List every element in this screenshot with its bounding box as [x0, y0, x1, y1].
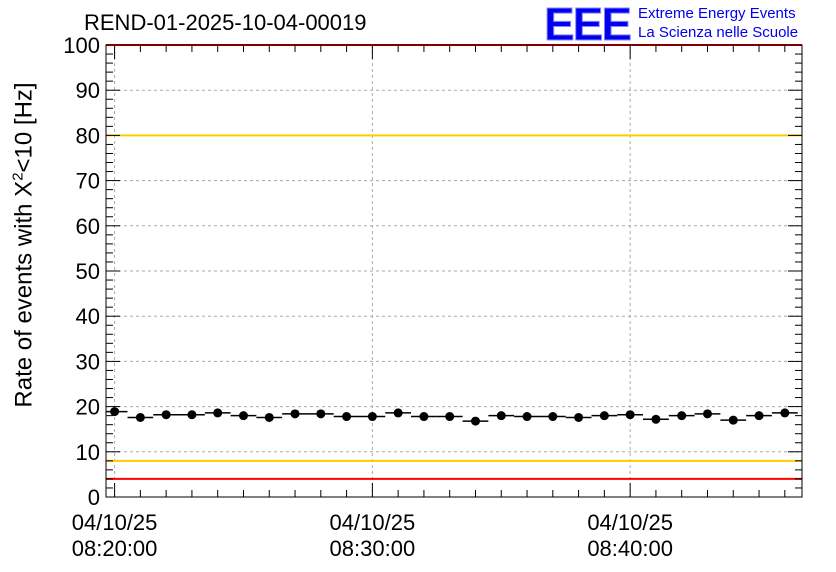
logo-line-1: Extreme Energy Events [638, 5, 796, 22]
eee-logo-letters: EEE [544, 2, 630, 46]
x-tick-label-time: 08:20:00 [72, 536, 158, 561]
data-point [393, 408, 403, 418]
y-tick-label: 30 [76, 349, 100, 374]
data-point [702, 409, 712, 419]
data-point [110, 407, 120, 417]
y-tick-label: 40 [76, 304, 100, 329]
x-tick-label-date: 04/10/25 [330, 510, 416, 535]
x-tick-label-time: 08:40:00 [587, 536, 673, 561]
data-point [445, 412, 455, 422]
data-point [264, 412, 274, 422]
data-point [161, 410, 171, 420]
y-tick-label: 0 [88, 485, 100, 510]
eee-logo: EEE [544, 2, 633, 46]
y-tick-label: 80 [76, 123, 100, 148]
y-tick-label: 50 [76, 259, 100, 284]
y-tick-label: 60 [76, 214, 100, 239]
chart-title: REND-01-2025-10-04-00019 [84, 10, 367, 35]
x-tick-label-date: 04/10/25 [72, 510, 158, 535]
data-point [367, 412, 377, 422]
data-point [496, 411, 506, 421]
data-point [316, 409, 326, 419]
data-point [419, 412, 429, 422]
data-point [290, 409, 300, 419]
data-point [213, 408, 223, 418]
data-point [342, 412, 352, 422]
data-point [238, 411, 248, 421]
data-point [728, 415, 738, 425]
data-point [599, 411, 609, 421]
y-tick-label: 10 [76, 440, 100, 465]
y-tick-label: 90 [76, 78, 100, 103]
data-point [677, 411, 687, 421]
x-tick-label-date: 04/10/25 [587, 510, 673, 535]
y-tick-label: 70 [76, 169, 100, 194]
data-point [548, 412, 558, 422]
data-point [754, 411, 764, 421]
x-tick-label-time: 08:30:00 [330, 536, 416, 561]
data-point [470, 416, 480, 426]
data-point [651, 414, 661, 424]
y-tick-label: 100 [63, 33, 100, 58]
logo-line-2: La Scienza nelle Scuole [638, 24, 799, 41]
data-point [780, 408, 790, 418]
y-tick-label: 20 [76, 395, 100, 420]
data-point [574, 412, 584, 422]
data-point [625, 410, 635, 420]
data-point [522, 412, 532, 422]
data-point [187, 410, 197, 420]
eee-logo-text: Extreme Energy Events La Scienza nelle S… [638, 4, 798, 42]
data-point [135, 412, 145, 422]
